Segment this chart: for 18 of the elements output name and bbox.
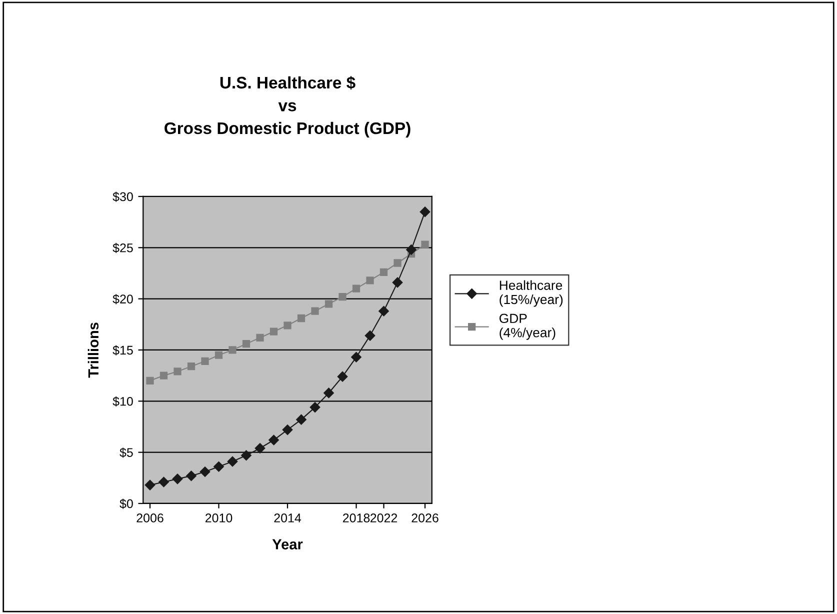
x-tick-label: 2014 xyxy=(274,514,302,522)
x-tick-label: 2006 xyxy=(136,514,164,522)
y-axis-title: Trillions xyxy=(88,322,99,378)
legend-label: GDP (4%/year) xyxy=(500,314,556,340)
chart-title: U.S. Healthcare $ vs Gross Domestic Product (GDP) xyxy=(164,76,410,138)
y-tick-label: $20 xyxy=(112,294,133,304)
y-tick-label: $5 xyxy=(120,448,133,458)
y-tick-label: $10 xyxy=(112,396,133,407)
x-tick-label: 2022 xyxy=(370,514,398,522)
x-axis-title: Year xyxy=(272,539,303,550)
x-tick-label: 2018 xyxy=(342,514,370,522)
legend-label: Healthcare (15%/year) xyxy=(500,280,563,307)
y-tick-label: $25 xyxy=(112,242,133,254)
y-tick-label: $0 xyxy=(120,498,133,509)
x-tick-label: 2026 xyxy=(412,514,438,522)
x-tick-label: 2010 xyxy=(205,514,232,522)
y-tick-label: $15 xyxy=(112,345,133,356)
y-tick-label: $30 xyxy=(112,192,133,202)
